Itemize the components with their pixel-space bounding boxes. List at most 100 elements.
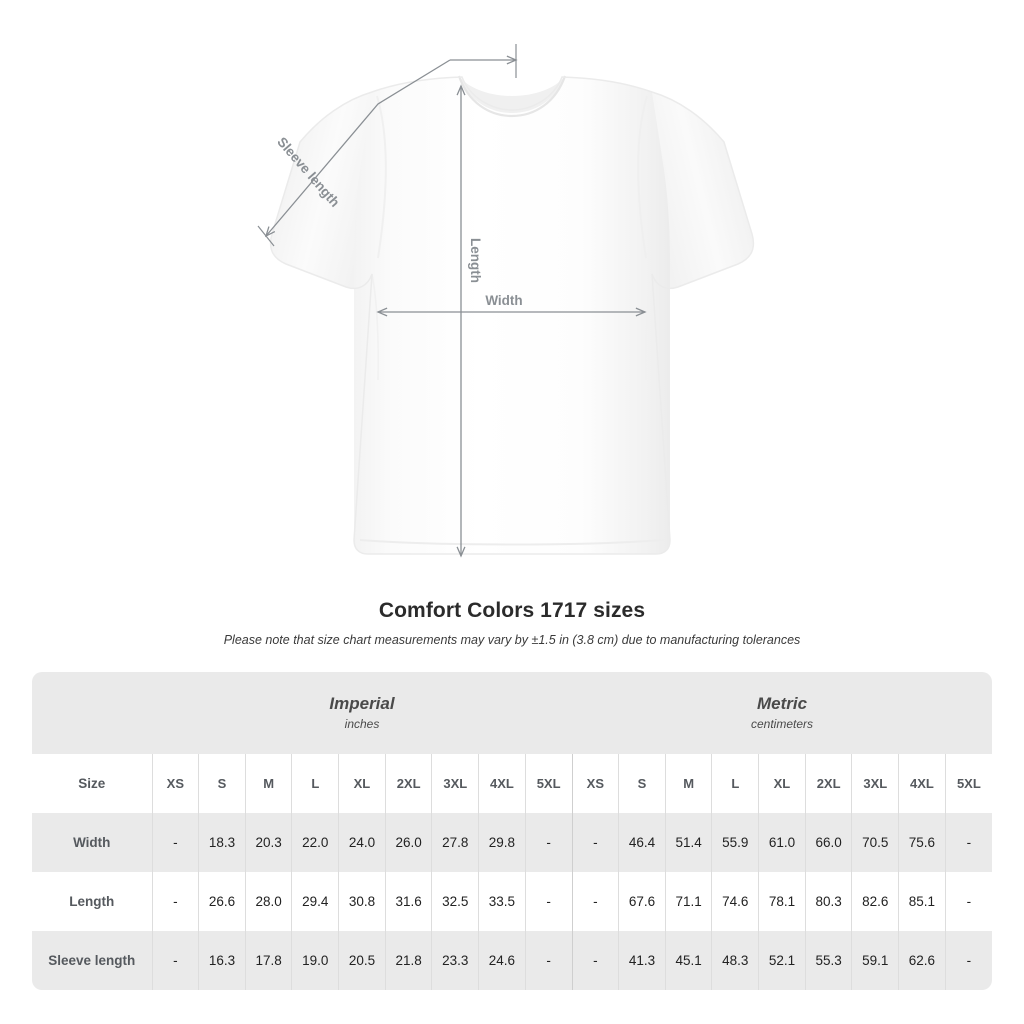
cell-sleeve-metric-2xl: 55.3	[804, 931, 852, 990]
row-label-width: Width	[32, 813, 152, 872]
cell-width-metric-4xl: 75.6	[898, 813, 946, 872]
size-header-metric-l: L	[711, 754, 759, 813]
cell-sleeve-imperial-5xl: -	[524, 931, 572, 990]
measurement-annotations	[257, 44, 645, 556]
size-header-imperial-2xl: 2XL	[384, 754, 432, 813]
cell-width-metric-3xl: 70.5	[851, 813, 899, 872]
page-title: Comfort Colors 1717 sizes	[378, 599, 646, 622]
size-header-metric-2xl: 2XL	[804, 754, 852, 813]
cell-width-metric-s: 46.4	[618, 813, 666, 872]
size-header-metric-xs: XS	[571, 754, 619, 813]
unit-group-metric-name: Metric	[756, 694, 808, 713]
length-label: Length	[468, 238, 483, 283]
fold-right-seam	[644, 273, 653, 381]
cell-length-imperial-m: 28.0	[244, 872, 292, 931]
unit-group-imperial-name: Imperial	[329, 694, 395, 713]
cell-length-metric-5xl: -	[944, 872, 992, 931]
cell-width-imperial-s: 18.3	[198, 813, 246, 872]
width-label: Width	[485, 293, 522, 308]
tolerance-note: Please note that size chart measurements…	[223, 633, 801, 647]
cell-width-imperial-3xl: 27.8	[431, 813, 479, 872]
size-header-metric-4xl: 4XL	[898, 754, 946, 813]
collar-outline	[457, 75, 567, 118]
size-header-imperial-xl: XL	[338, 754, 386, 813]
size-header-metric-xl: XL	[758, 754, 806, 813]
size-header-metric-m: M	[664, 754, 712, 813]
sleeve-diagonal	[266, 59, 451, 236]
fold-left-seam	[371, 273, 380, 381]
size-header-imperial-3xl: 3XL	[431, 754, 479, 813]
cell-length-imperial-s: 26.6	[198, 872, 246, 931]
size-header-imperial-xs: XS	[151, 754, 199, 813]
hem-line	[359, 539, 665, 546]
tshirt-illustration: Sleeve length Length Width	[257, 44, 755, 580]
table-row-length: Length - 26.6 28.0 29.4 30.8 31.6 32.5 3…	[32, 872, 992, 931]
cell-width-imperial-l: 22.0	[291, 813, 339, 872]
cell-sleeve-metric-l: 48.3	[711, 931, 759, 990]
cell-width-metric-xs: -	[571, 813, 619, 872]
cell-width-imperial-4xl: 29.8	[478, 813, 526, 872]
cell-sleeve-imperial-xl: 20.5	[338, 931, 386, 990]
tshirt-diagram-svg: Sleeve length Length Width	[257, 44, 755, 580]
unit-group-metric-sub: centimeters	[750, 717, 814, 731]
tshirt-shape	[269, 75, 755, 555]
cell-length-metric-4xl: 85.1	[898, 872, 946, 931]
cell-width-imperial-m: 20.3	[244, 813, 292, 872]
cell-sleeve-metric-xl: 52.1	[758, 931, 806, 990]
cell-length-metric-l: 74.6	[711, 872, 759, 931]
size-chart-table-wrap: Imperial inches Metric centimeters Size …	[32, 672, 992, 990]
cell-width-imperial-xl: 24.0	[338, 813, 386, 872]
sleeve-end-tick	[257, 225, 275, 247]
column-header-size: Size	[32, 754, 152, 813]
cell-width-metric-m: 51.4	[664, 813, 712, 872]
fold-right-shoulder	[637, 95, 648, 259]
shirt-body	[354, 77, 670, 554]
cell-sleeve-imperial-l: 19.0	[291, 931, 339, 990]
cell-sleeve-metric-m: 45.1	[664, 931, 712, 990]
cell-sleeve-imperial-s: 16.3	[198, 931, 246, 990]
cell-width-metric-2xl: 66.0	[804, 813, 852, 872]
cell-sleeve-metric-5xl: -	[944, 931, 992, 990]
row-label-sleeve-length: Sleeve length	[32, 931, 152, 990]
cell-length-metric-s: 67.6	[618, 872, 666, 931]
unit-group-imperial-sub: inches	[344, 717, 380, 731]
size-header-metric-s: S	[618, 754, 666, 813]
size-header-metric-5xl: 5XL	[944, 754, 992, 813]
cell-sleeve-metric-s: 41.3	[618, 931, 666, 990]
cell-sleeve-imperial-2xl: 21.8	[384, 931, 432, 990]
cell-length-imperial-3xl: 32.5	[431, 872, 479, 931]
cell-sleeve-metric-xs: -	[571, 931, 619, 990]
cell-sleeve-imperial-3xl: 23.3	[431, 931, 479, 990]
size-header-imperial-5xl: 5XL	[524, 754, 572, 813]
unit-group-metric: Metric centimeters	[572, 672, 992, 754]
unit-group-row: Imperial inches Metric centimeters	[32, 672, 992, 754]
cell-length-metric-m: 71.1	[664, 872, 712, 931]
cell-length-imperial-2xl: 31.6	[384, 872, 432, 931]
cell-length-metric-2xl: 80.3	[804, 872, 852, 931]
cell-width-imperial-xs: -	[151, 813, 199, 872]
cell-width-metric-5xl: -	[944, 813, 992, 872]
cell-sleeve-imperial-xs: -	[151, 931, 199, 990]
cell-length-imperial-xs: -	[151, 872, 199, 931]
cell-width-metric-xl: 61.0	[758, 813, 806, 872]
unit-group-imperial: Imperial inches	[152, 672, 572, 754]
cell-length-imperial-xl: 30.8	[338, 872, 386, 931]
heading-block: Comfort Colors 1717 sizes Please note th…	[0, 598, 1024, 648]
size-chart-table: Imperial inches Metric centimeters Size …	[32, 672, 992, 990]
sleeve-length-dimension	[257, 44, 516, 247]
fold-left-shoulder	[376, 95, 387, 259]
cell-length-metric-xl: 78.1	[758, 872, 806, 931]
cell-width-imperial-5xl: -	[524, 813, 572, 872]
cell-width-metric-l: 55.9	[711, 813, 759, 872]
size-header-metric-3xl: 3XL	[851, 754, 899, 813]
shirt-outline	[269, 76, 755, 555]
cell-sleeve-imperial-m: 17.8	[244, 931, 292, 990]
cell-sleeve-metric-3xl: 59.1	[851, 931, 899, 990]
size-header-row: Size XS S M L XL 2XL 3XL 4XL 5XL XS S M …	[32, 754, 992, 813]
size-header-imperial-l: L	[291, 754, 339, 813]
table-row-width: Width - 18.3 20.3 22.0 24.0 26.0 27.8 29…	[32, 813, 992, 872]
row-label-length: Length	[32, 872, 152, 931]
size-header-imperial-s: S	[198, 754, 246, 813]
cell-sleeve-metric-4xl: 62.6	[898, 931, 946, 990]
cell-sleeve-imperial-4xl: 24.6	[478, 931, 526, 990]
